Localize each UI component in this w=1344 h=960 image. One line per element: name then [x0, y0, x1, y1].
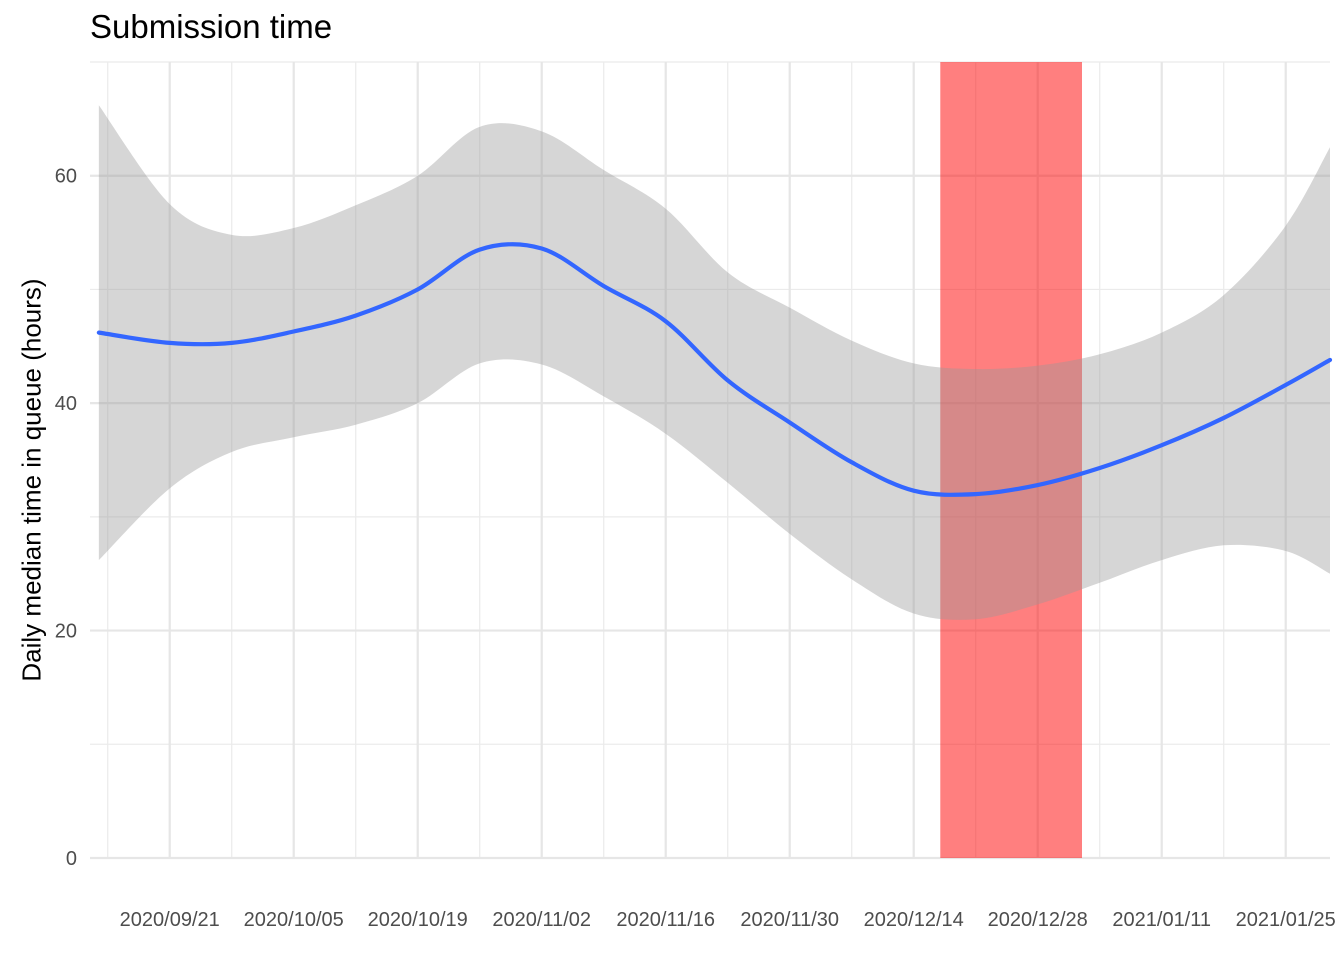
y-tick-label: 40	[55, 393, 77, 415]
confidence-ribbon	[98, 105, 1330, 620]
y-tick-labels: 0 20 40 60	[55, 166, 77, 870]
x-tick-label: 2021/01/11	[1112, 909, 1211, 931]
highlight-band	[940, 62, 1082, 858]
confidence-ribbon-layer	[98, 105, 1330, 620]
x-tick-label: 2020/12/14	[864, 909, 964, 931]
x-tick-label: 2020/11/30	[740, 909, 839, 931]
x-tick-label: 2020/12/28	[988, 909, 1088, 931]
x-tick-label: 2020/10/05	[244, 909, 344, 931]
x-tick-label: 2021/01/25	[1236, 909, 1336, 931]
x-tick-label: 2020/09/21	[120, 909, 220, 931]
series-line-layer	[96, 242, 1333, 497]
series-line	[96, 242, 1333, 497]
chart-title: Submission time	[90, 8, 333, 45]
y-tick-label: 0	[66, 848, 77, 870]
x-tick-labels: 2020/09/21 2020/10/05 2020/10/19 2020/11/02…	[120, 909, 1336, 931]
highlight-band-layer	[940, 62, 1082, 858]
x-tick-label: 2020/11/16	[616, 909, 715, 931]
x-tick-label: 2020/10/19	[368, 909, 468, 931]
y-tick-label: 20	[55, 621, 77, 643]
x-tick-label: 2020/11/02	[492, 909, 591, 931]
y-tick-label: 60	[55, 166, 77, 188]
